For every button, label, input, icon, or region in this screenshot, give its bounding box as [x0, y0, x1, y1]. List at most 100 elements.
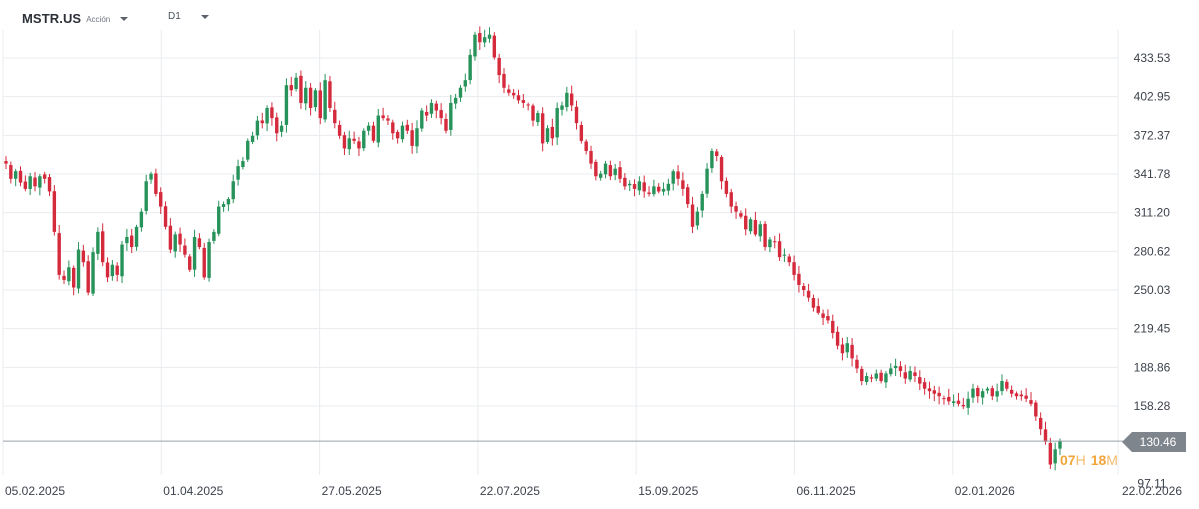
candle-body — [400, 125, 405, 140]
candle-body — [52, 191, 57, 232]
candle-body — [893, 365, 898, 369]
candle-body — [995, 391, 999, 397]
candle-body — [241, 161, 245, 168]
candle-body — [526, 104, 530, 106]
candle-body — [574, 106, 579, 124]
candle-body — [415, 128, 419, 147]
candle-body — [304, 87, 308, 104]
symbol-label: MSTR.US — [22, 11, 82, 26]
candle-body — [284, 85, 289, 125]
candle-body — [178, 233, 182, 245]
candle-body — [705, 168, 709, 194]
candle-body — [1038, 417, 1043, 430]
candlestick-series — [4, 26, 1062, 471]
candle-body — [555, 107, 559, 138]
candle-body — [482, 37, 487, 43]
candle-body — [758, 224, 762, 237]
candle-body — [657, 186, 661, 192]
candle-body — [173, 234, 177, 252]
y-tick-label: 280.62 — [1134, 244, 1171, 258]
candle-body — [226, 199, 231, 205]
candle-body — [23, 181, 28, 189]
asset-type-label: Acción — [86, 15, 111, 24]
candle-body — [603, 163, 608, 175]
y-tick-label: 402.95 — [1134, 90, 1171, 104]
candle-body — [855, 359, 859, 369]
candle-body — [985, 388, 990, 391]
candle-body — [719, 157, 724, 182]
candle-body — [347, 138, 351, 150]
candle-body — [748, 219, 753, 232]
candle-body — [511, 92, 516, 96]
candle-body — [163, 206, 168, 227]
countdown-hours: 07 — [1060, 452, 1076, 468]
symbol-selector[interactable]: MSTR.US Acción — [22, 11, 129, 26]
candle-body — [550, 126, 555, 139]
candle-body — [366, 125, 371, 131]
candle-body — [700, 193, 704, 211]
candle-body — [531, 105, 535, 121]
y-axis: 433.53 402.95 372.37 341.78 311.20 280.62 250.… — [1134, 51, 1171, 490]
candle-body — [681, 180, 685, 189]
candle-body — [149, 173, 153, 180]
candle-body — [478, 33, 482, 43]
candle-body — [221, 204, 226, 207]
y-tick-label: 250.03 — [1134, 283, 1171, 297]
candle-body — [521, 100, 526, 103]
y-tick-label: 188.86 — [1134, 360, 1171, 374]
candle-body — [676, 171, 680, 179]
x-tick-label: 22.02.2026 — [1122, 484, 1182, 498]
candle-body — [1009, 389, 1014, 394]
candle-body — [739, 213, 743, 217]
candle-body — [81, 250, 86, 263]
candle-body — [391, 122, 395, 134]
candle-body — [125, 236, 129, 244]
candle-body — [734, 206, 738, 212]
timeframe-selector[interactable]: D1 — [168, 11, 209, 22]
candle-body — [86, 261, 90, 293]
candle-body — [618, 167, 622, 179]
candle-body — [337, 124, 342, 136]
candle-body — [835, 331, 840, 346]
candle-body — [792, 262, 796, 275]
candle-body — [715, 151, 719, 157]
chart-grid — [2, 30, 1119, 475]
candle-body — [598, 173, 603, 178]
candle-body — [507, 89, 511, 93]
candle-body — [420, 110, 424, 129]
candle-body — [18, 170, 23, 183]
candle-body — [255, 120, 260, 136]
countdown-minutes: 18 — [1091, 452, 1107, 468]
candle-body — [342, 135, 347, 149]
candle-body — [961, 404, 966, 407]
candle-body — [647, 192, 651, 194]
candle-body — [1005, 381, 1009, 389]
candle-body — [782, 254, 787, 256]
candle-countdown: 07H 18M — [1060, 452, 1118, 468]
candle-body — [889, 368, 893, 375]
candle-body — [275, 117, 279, 134]
candle-body — [42, 174, 47, 179]
candle-body — [260, 120, 264, 124]
candle-body — [666, 183, 671, 191]
candle-body — [473, 34, 477, 57]
candle-body — [38, 176, 42, 188]
candle-body — [971, 388, 975, 398]
candle-body — [294, 77, 298, 90]
candle-body — [860, 368, 864, 382]
candle-body — [613, 168, 617, 176]
candle-body — [710, 150, 714, 169]
candle-body — [434, 103, 439, 111]
candle-body — [217, 206, 221, 234]
candle-body — [850, 344, 854, 359]
candle-body — [1048, 442, 1053, 465]
x-tick-label: 02.01.2026 — [955, 484, 1015, 498]
candle-body — [831, 320, 835, 334]
candle-body — [898, 366, 903, 371]
candle-body — [130, 235, 134, 248]
x-tick-label: 15.09.2025 — [638, 484, 698, 498]
candle-body — [313, 90, 318, 108]
candle-body — [589, 150, 593, 164]
candle-body — [497, 57, 501, 76]
